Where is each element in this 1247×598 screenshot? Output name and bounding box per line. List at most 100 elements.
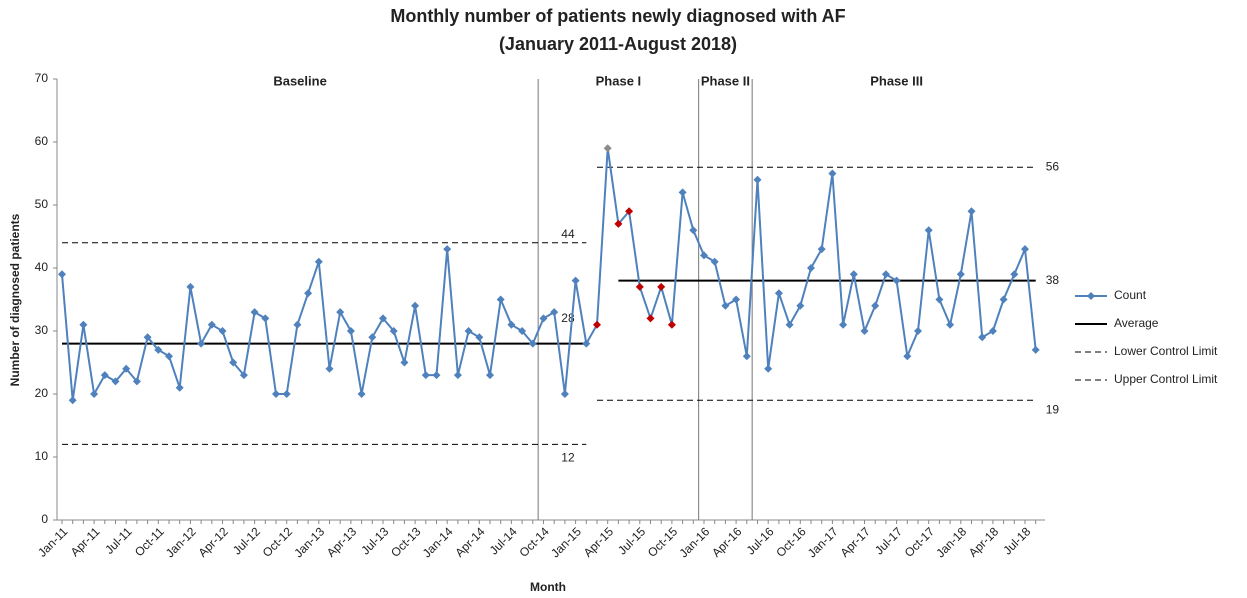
point — [839, 320, 848, 329]
y-tick-label: 0 — [41, 512, 48, 526]
y-tick-label: 40 — [35, 260, 49, 274]
point — [785, 320, 794, 329]
x-tick-label: Jul-18 — [1000, 524, 1033, 557]
x-tick-label: Jul-12 — [230, 524, 263, 557]
reference-label: 38 — [1046, 273, 1060, 287]
point — [486, 371, 494, 380]
point — [100, 371, 109, 380]
point — [742, 352, 751, 361]
reference-label: 56 — [1046, 159, 1060, 173]
chart-subtitle: (January 2011-August 2018) — [499, 34, 737, 54]
point — [346, 327, 355, 335]
point — [710, 257, 719, 266]
point — [689, 226, 698, 235]
point — [550, 308, 559, 317]
point — [914, 327, 922, 335]
y-tick-label: 70 — [35, 71, 49, 85]
point — [389, 327, 398, 335]
point — [79, 320, 88, 329]
point — [593, 320, 601, 329]
x-tick-label: Jul-11 — [102, 524, 135, 557]
x-tick-label: Apr-12 — [195, 524, 231, 560]
point — [453, 371, 462, 380]
x-tick-label: Apr-18 — [966, 524, 1002, 560]
chart-title: Monthly number of patients newly diagnos… — [390, 6, 845, 26]
point — [239, 371, 248, 380]
point — [539, 314, 548, 323]
point — [421, 371, 430, 380]
x-tick-label: Oct-12 — [260, 524, 296, 560]
x-tick-label: Apr-14 — [452, 524, 488, 560]
point — [700, 251, 708, 260]
x-tick-label: Oct-16 — [773, 524, 809, 560]
point — [796, 301, 805, 310]
point — [721, 301, 730, 310]
point — [764, 364, 773, 373]
point — [261, 314, 270, 323]
point — [90, 390, 99, 398]
point — [753, 175, 762, 184]
point — [667, 320, 676, 329]
point — [218, 327, 227, 335]
point — [325, 364, 334, 373]
x-tick-label: Jan-16 — [677, 524, 713, 560]
phase-label: Phase III — [870, 73, 923, 88]
point — [881, 270, 890, 279]
point — [999, 295, 1008, 304]
point — [250, 308, 259, 317]
point — [197, 339, 206, 348]
point — [314, 257, 323, 266]
point — [282, 390, 291, 398]
point — [357, 390, 366, 398]
point — [828, 169, 837, 178]
x-tick-label: Apr-11 — [68, 524, 103, 559]
point — [464, 327, 473, 335]
reference-label: 44 — [561, 227, 575, 241]
x-tick-label: Jul-15 — [615, 524, 648, 557]
point — [1031, 345, 1040, 354]
point — [175, 383, 184, 392]
point — [132, 377, 141, 386]
legend-label: Average — [1114, 316, 1159, 330]
x-tick-label: Apr-15 — [581, 524, 617, 560]
point — [935, 295, 944, 304]
point — [732, 295, 741, 304]
point — [165, 352, 173, 361]
x-tick-label: Apr-17 — [837, 524, 873, 560]
reference-label: 12 — [561, 451, 575, 465]
x-tick-label: Oct-11 — [132, 524, 167, 559]
point — [860, 327, 869, 335]
x-tick-label: Jan-14 — [420, 524, 456, 560]
point — [625, 207, 634, 216]
point — [678, 188, 687, 197]
x-axis-title: Month — [530, 580, 566, 594]
point — [229, 358, 238, 367]
phase-label: Baseline — [273, 73, 326, 88]
x-tick-label: Oct-14 — [516, 524, 552, 560]
point — [272, 390, 280, 398]
point — [571, 276, 580, 285]
point — [946, 320, 955, 329]
point — [978, 333, 987, 342]
point — [207, 320, 216, 329]
legend-label: Count — [1114, 288, 1147, 302]
point — [304, 289, 313, 298]
point — [411, 301, 420, 310]
x-tick-label: Jan-13 — [291, 524, 327, 560]
point — [507, 320, 516, 329]
x-tick-label: Jul-14 — [487, 524, 520, 557]
y-tick-label: 20 — [35, 386, 49, 400]
x-tick-label: Jan-11 — [35, 524, 70, 559]
point — [871, 301, 880, 310]
phase-label: Phase II — [701, 73, 750, 88]
x-tick-label: Jan-17 — [805, 524, 841, 560]
point — [892, 276, 901, 285]
point — [528, 339, 537, 348]
point — [1021, 245, 1029, 254]
point — [582, 339, 591, 348]
point — [817, 245, 826, 254]
reference-label: 19 — [1046, 402, 1060, 416]
point — [379, 314, 387, 323]
point — [58, 270, 66, 279]
point — [293, 320, 302, 329]
